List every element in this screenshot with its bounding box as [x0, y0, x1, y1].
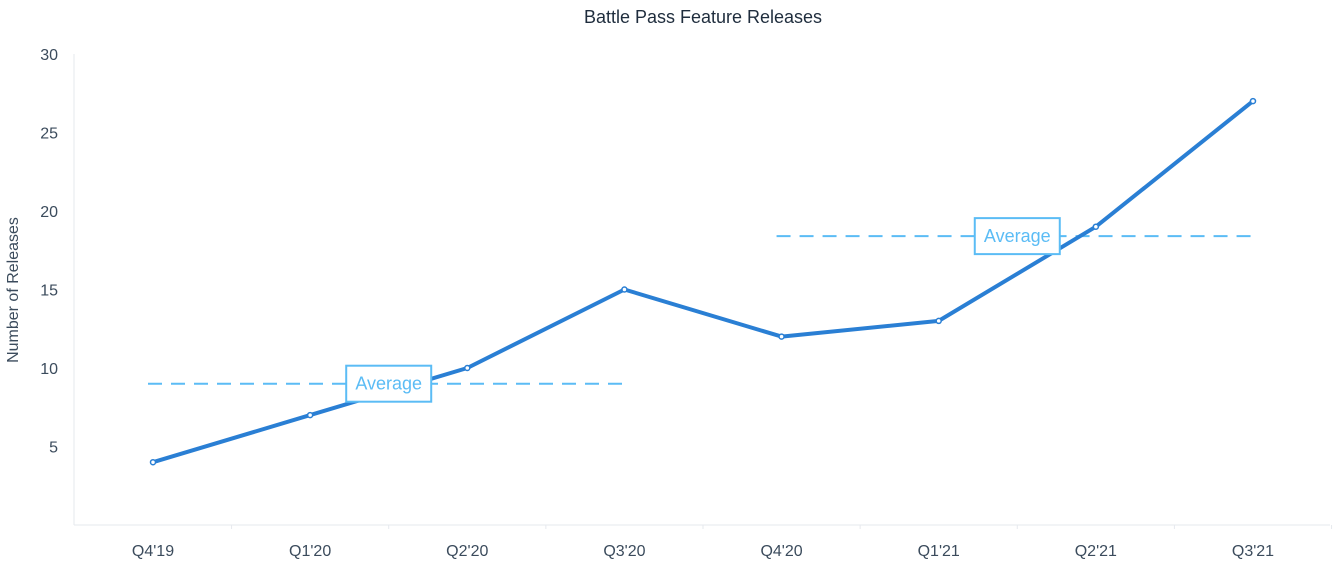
x-tick-label: Q1'20	[289, 543, 331, 560]
data-point[interactable]	[1249, 97, 1257, 105]
y-tick-label: 15	[40, 283, 58, 300]
y-tick-label: 30	[40, 47, 58, 64]
average-label-box	[345, 364, 433, 403]
data-point[interactable]	[149, 458, 157, 466]
data-point[interactable]	[306, 411, 314, 419]
series-group: Average Average	[149, 97, 1257, 466]
y-axis-label: Number of Releases	[5, 217, 22, 363]
data-point[interactable]	[935, 317, 942, 325]
y-tick-labels: 5 10 15 20 25 30	[40, 47, 58, 457]
average-label: Average	[355, 374, 422, 394]
data-point[interactable]	[1092, 223, 1100, 230]
x-tick-label: Q3'21	[1232, 543, 1274, 560]
x-tick-label: Q1'21	[918, 543, 960, 560]
average-label-box	[973, 217, 1061, 256]
data-point[interactable]	[778, 333, 785, 340]
data-point[interactable]	[464, 364, 471, 372]
average-annotations	[148, 235, 1256, 385]
series-line	[151, 99, 1255, 465]
x-tick-labels: Q4'19 Q1'20 Q2'20 Q3'20 Q4'20 Q1'21 Q2'21 Q3'21	[132, 543, 1274, 560]
x-tick-label: Q2'21	[1075, 543, 1117, 560]
x-tick-label: Q4'20	[760, 543, 802, 560]
axes	[73, 54, 1333, 529]
average-label: Average	[984, 226, 1051, 246]
y-tick-label: 5	[49, 440, 58, 457]
y-tick-label: 20	[40, 204, 58, 221]
y-tick-label: 25	[40, 126, 58, 143]
data-point[interactable]	[621, 286, 628, 293]
x-tick-label: Q4'19	[132, 543, 174, 560]
y-tick-label: 10	[40, 361, 58, 378]
chart-title: Battle Pass Feature Releases	[584, 7, 822, 27]
x-tick-label: Q2'20	[446, 543, 488, 560]
x-tick-label: Q3'20	[603, 543, 645, 560]
